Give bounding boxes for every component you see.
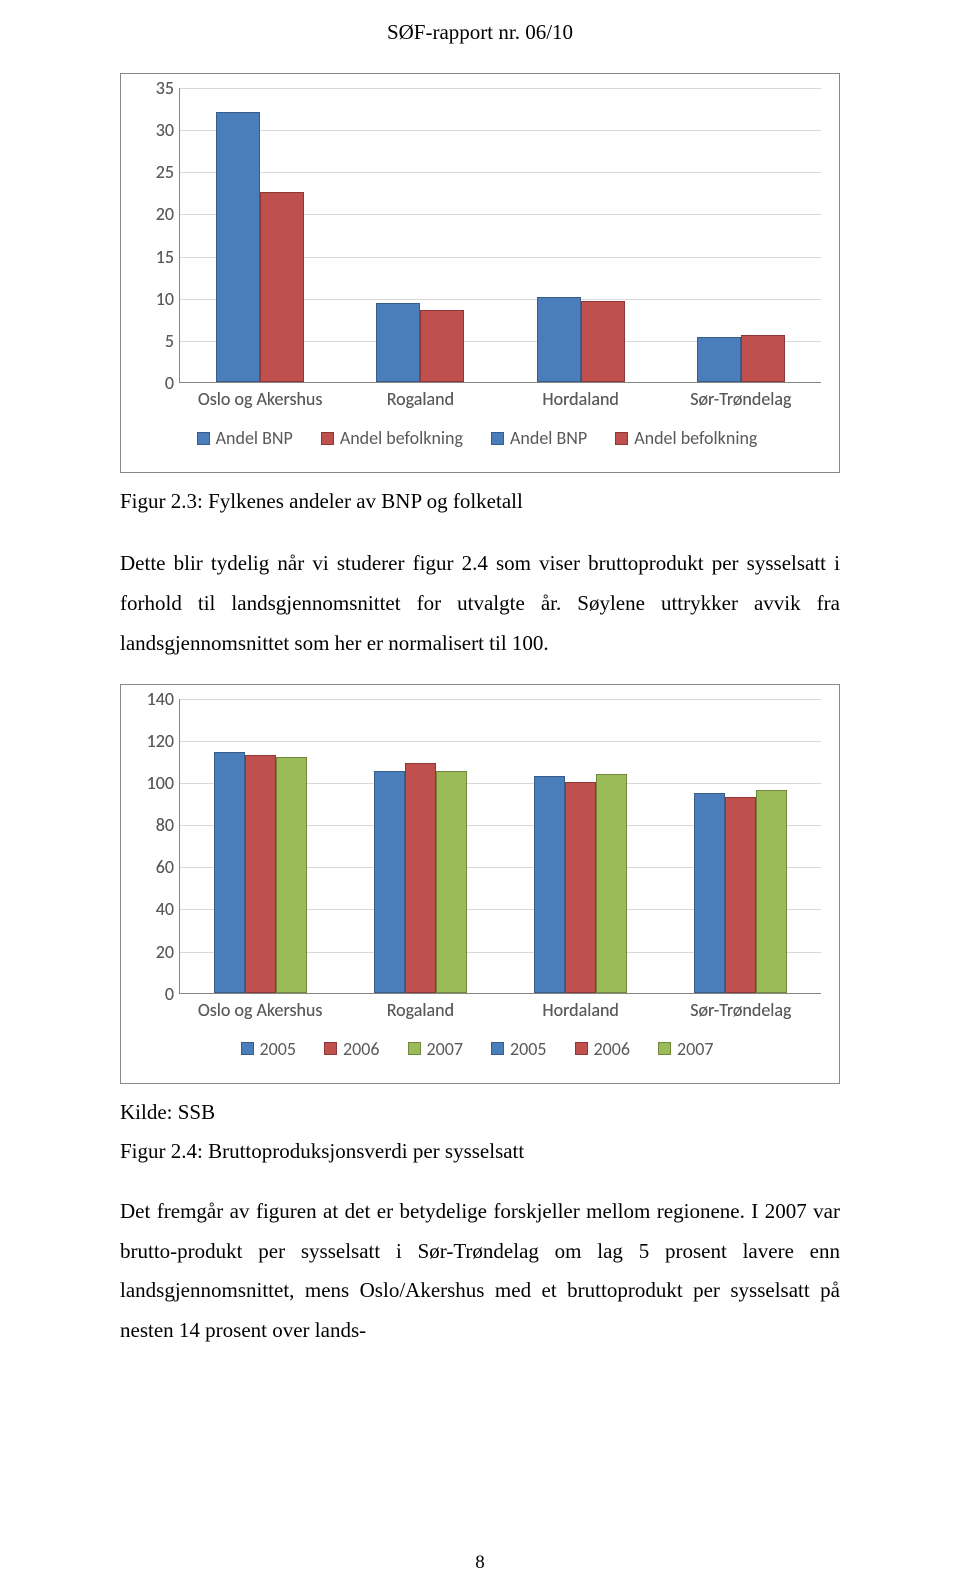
- y-tick-label: 40: [156, 898, 180, 920]
- legend-item: 2005: [491, 1038, 547, 1060]
- y-tick-label: 20: [156, 203, 180, 225]
- legend-label: Andel BNP: [510, 427, 587, 449]
- figure-caption-2: Figur 2.4: Bruttoproduksjonsverdi per sy…: [120, 1139, 840, 1164]
- bar: [245, 755, 276, 993]
- bar: [376, 303, 420, 382]
- legend-label: Andel befolkning: [634, 427, 757, 449]
- legend-swatch: [197, 432, 210, 445]
- y-tick-label: 15: [156, 246, 180, 268]
- legend-label: 2007: [677, 1038, 714, 1060]
- legend-item: 2005: [241, 1038, 297, 1060]
- y-tick-label: 5: [165, 330, 180, 352]
- chart-bruttoprodukt: 020406080100120140Oslo og AkershusRogala…: [120, 684, 840, 1084]
- legend-label: 2006: [594, 1038, 631, 1060]
- legend-swatch: [324, 1042, 337, 1055]
- bar: [741, 335, 785, 382]
- bar: [694, 793, 725, 993]
- bar: [534, 776, 565, 993]
- y-tick-label: 30: [156, 119, 180, 141]
- bar: [697, 337, 741, 382]
- legend-item: 2007: [408, 1038, 464, 1060]
- y-tick-label: 20: [156, 941, 180, 963]
- legend-item: Andel BNP: [197, 427, 293, 449]
- page-number: 8: [0, 1552, 960, 1574]
- y-tick-label: 120: [147, 730, 180, 752]
- legend-item: 2006: [324, 1038, 380, 1060]
- chart-bnp-befolkning: 05101520253035Oslo og AkershusRogalandHo…: [120, 73, 840, 473]
- bar: [405, 763, 436, 993]
- y-tick-label: 35: [156, 77, 180, 99]
- bar: [725, 797, 756, 993]
- bar: [756, 790, 787, 992]
- bar: [436, 771, 467, 992]
- legend-swatch: [408, 1042, 421, 1055]
- legend-swatch: [491, 432, 504, 445]
- y-tick-label: 80: [156, 814, 180, 836]
- legend-item: Andel BNP: [491, 427, 587, 449]
- y-tick-label: 60: [156, 856, 180, 878]
- bar: [537, 297, 581, 382]
- y-tick-label: 0: [165, 983, 180, 1005]
- bar: [214, 752, 245, 992]
- legend-swatch: [321, 432, 334, 445]
- legend-label: 2007: [427, 1038, 464, 1060]
- bar: [596, 774, 627, 993]
- bar: [581, 301, 625, 382]
- legend-item: 2006: [575, 1038, 631, 1060]
- bar: [216, 112, 260, 382]
- legend-label: 2006: [343, 1038, 380, 1060]
- source-label: Kilde: SSB: [120, 1100, 840, 1125]
- legend-swatch: [615, 432, 628, 445]
- legend-swatch: [575, 1042, 588, 1055]
- bar: [565, 782, 596, 993]
- body-paragraph-2: Det fremgår av figuren at det er betydel…: [120, 1192, 840, 1352]
- report-header: SØF-rapport nr. 06/10: [120, 20, 840, 45]
- legend-item: Andel befolkning: [321, 427, 463, 449]
- figure-caption-1: Figur 2.3: Fylkenes andeler av BNP og fo…: [120, 489, 840, 514]
- legend-label: 2005: [260, 1038, 297, 1060]
- legend-swatch: [491, 1042, 504, 1055]
- bar: [420, 310, 464, 382]
- y-tick-label: 10: [156, 288, 180, 310]
- bar: [260, 192, 304, 382]
- legend-label: Andel BNP: [216, 427, 293, 449]
- legend-label: 2005: [510, 1038, 547, 1060]
- bar: [276, 757, 307, 993]
- y-tick-label: 0: [165, 372, 180, 394]
- y-tick-label: 25: [156, 161, 180, 183]
- body-paragraph-1: Dette blir tydelig når vi studerer figur…: [120, 544, 840, 664]
- bar: [374, 771, 405, 992]
- legend-swatch: [241, 1042, 254, 1055]
- legend-label: Andel befolkning: [340, 427, 463, 449]
- legend-item: Andel befolkning: [615, 427, 757, 449]
- y-tick-label: 100: [147, 772, 180, 794]
- legend-swatch: [658, 1042, 671, 1055]
- y-tick-label: 140: [147, 688, 180, 710]
- legend-item: 2007: [658, 1038, 714, 1060]
